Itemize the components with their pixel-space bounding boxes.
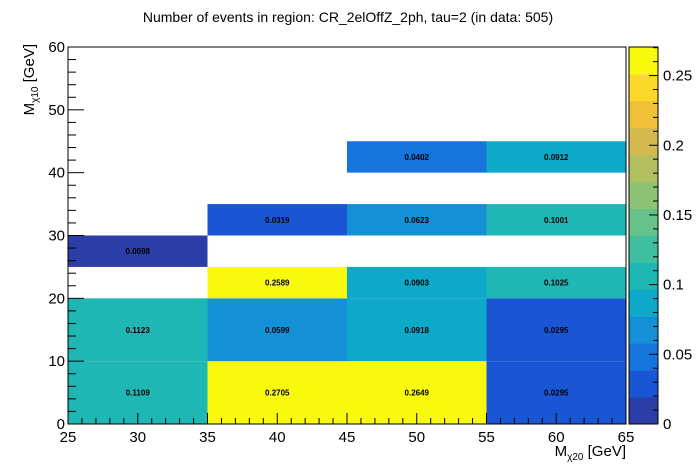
y-axis-label-sub: χ10 [30,86,41,103]
heatmap-cell [486,141,626,173]
heatmap-cell [347,204,487,236]
y-tick-label: 0 [57,416,65,433]
color-scale-band [629,397,658,425]
color-scale-band [629,316,658,344]
color-scale-band [629,100,658,129]
cell-value-label: 0.0903 [405,279,430,288]
cell-value-label: 0.0295 [544,326,569,335]
color-scale-band [629,127,658,156]
color-scale-tick-label: 0.05 [663,346,692,363]
heatmap-cells [68,141,626,424]
heatmap-cell [486,298,626,362]
cell-value-label: 0.0918 [405,326,430,335]
color-scale-band [629,262,658,290]
x-axis-label: Mχ20 [GeV] [555,443,626,463]
x-tick-label: 40 [269,429,286,446]
y-tick-label: 60 [48,39,65,56]
color-scale-band [629,235,658,263]
y-tick-label: 30 [48,228,65,245]
color-scale-band [629,47,658,75]
y-tick-label: 20 [48,290,65,307]
heatmap-cell [486,266,626,299]
color-scale-frame [628,46,659,425]
x-axis-label-sub: χ20 [567,452,584,463]
cell-value-label: 0.0098 [126,247,151,256]
y-tick-label: 10 [48,353,65,370]
x-tick-label: 60 [548,429,565,446]
cell-value-label: 0.0295 [544,389,569,398]
color-scale-tick-label: 0.15 [663,207,692,224]
cell-value-label: 0.2649 [405,389,430,398]
heatmap-cell [347,266,487,299]
y-axis-label-main: M [21,103,38,116]
cell-value-label: 0.0599 [265,326,290,335]
color-scale-tick-label: 0.2 [663,137,684,154]
color-scale-band [629,370,658,398]
heatmap-cell [207,204,347,236]
heatmap-cell [347,141,487,173]
heatmap-cell [486,204,626,236]
x-tick-label: 45 [339,429,356,446]
color-scale-tick-label: 0.25 [663,68,692,85]
cell-value-label: 0.0402 [405,153,430,162]
x-tick-label: 50 [408,429,425,446]
color-scale-band [629,343,658,371]
cell-value-label: 0.1001 [544,216,569,225]
cell-value-label: 0.2589 [265,279,290,288]
x-tick-label: 35 [199,429,216,446]
cell-value-label: 0.1025 [544,279,569,288]
color-scale-band [629,181,658,210]
heatmap-cell [207,298,347,362]
cell-value-label: 0.0912 [544,153,569,162]
heatmap-cell-labels: 0.1109 0.2705 0.2649 0.0295 0.1123 0.0599 0.09… [126,153,570,398]
y-axis-label-unit: [GeV] [21,44,38,87]
y-tick-label: 40 [48,165,65,182]
y-axis: 0 10 20 30 40 50 60 [48,39,84,433]
color-scale-band [629,208,658,236]
x-tick-label: 55 [478,429,495,446]
x-tick-label: 30 [129,429,146,446]
color-scale-band [629,73,658,102]
color-scale-tick-label: 0 [663,416,671,433]
color-scale-tick-label: 0.1 [663,277,684,294]
chart-title: Number of events in region: CR_2elOffZ_2… [143,9,553,25]
cell-value-label: 0.1109 [126,389,151,398]
x-tick-label: 25 [60,429,77,446]
cell-value-label: 0.1123 [126,326,151,335]
cell-value-label: 0.0623 [405,216,430,225]
x-axis-label-unit: [GeV] [583,443,626,460]
x-tick-label: 65 [618,429,635,446]
color-scale-bar: 0 0.05 0.1 0.15 0.2 0.25 [628,46,692,433]
cell-value-label: 0.2705 [265,389,290,398]
heatmap-cell [207,266,347,299]
x-axis: 25 30 35 40 45 50 55 60 65 [60,413,635,446]
x-axis-label-main: M [555,443,568,460]
y-axis-label: Mχ10 [GeV] [21,44,41,115]
cell-value-label: 0.0319 [265,216,290,225]
heatmap-cell [68,298,208,362]
heatmap-cell [68,235,208,267]
heatmap-cell [347,298,487,362]
y-tick-label: 50 [48,102,65,119]
